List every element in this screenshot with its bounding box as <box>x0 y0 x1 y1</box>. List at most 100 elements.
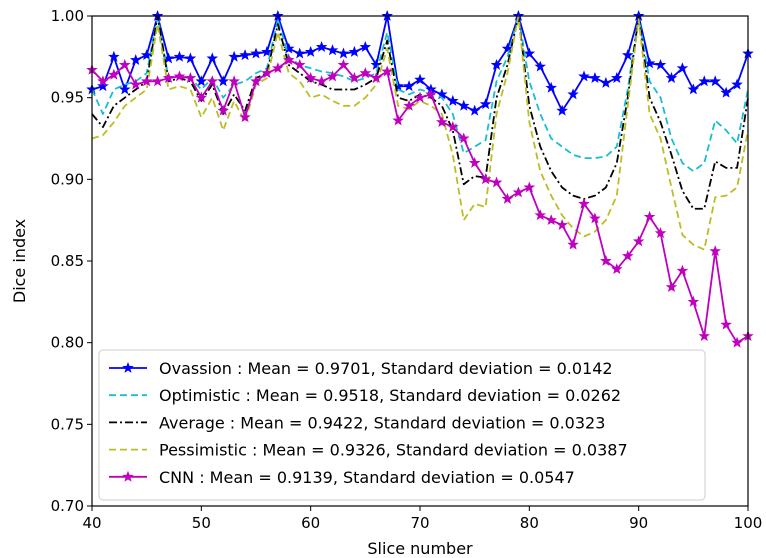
data-point <box>250 47 262 59</box>
data-point <box>501 42 514 54</box>
data-point <box>447 94 459 106</box>
data-point <box>206 75 219 87</box>
data-point <box>720 86 732 98</box>
data-point <box>239 49 251 61</box>
data-point <box>676 264 689 276</box>
data-point <box>600 76 612 88</box>
x-tick-label: 60 <box>301 514 320 532</box>
data-point <box>556 219 568 230</box>
x-tick-label: 100 <box>734 514 763 532</box>
data-point <box>359 40 372 52</box>
data-point <box>348 45 361 57</box>
data-point <box>173 70 186 82</box>
y-axis: 0.70 0.75 0.80 0.85 0.90 0.95 1.00 <box>51 7 92 515</box>
legend-item: Pessimistic : Mean = 0.9326, Standard de… <box>109 441 628 460</box>
data-point <box>108 68 120 80</box>
legend-item: Ovassion : Mean = 0.9701, Standard devia… <box>109 359 613 378</box>
data-point <box>436 116 448 128</box>
data-point <box>698 75 711 87</box>
y-tick-label: 0.70 <box>51 497 84 515</box>
legend-item: Optimistic : Mean = 0.9518, Standard dev… <box>109 386 621 405</box>
data-point <box>403 80 415 92</box>
data-point <box>119 83 131 95</box>
data-point <box>315 75 328 87</box>
legend-label: Pessimistic : Mean = 0.9326, Standard de… <box>159 441 628 460</box>
x-tick-label: 70 <box>410 514 429 532</box>
data-point <box>381 65 393 77</box>
data-point <box>589 212 601 224</box>
data-point <box>665 281 678 293</box>
data-point <box>720 318 732 330</box>
data-point <box>403 99 415 111</box>
data-point <box>195 91 208 103</box>
data-point <box>436 88 448 100</box>
data-point <box>261 45 273 57</box>
data-point <box>534 209 547 221</box>
data-point <box>108 50 120 62</box>
data-point <box>184 72 197 83</box>
data-point <box>195 75 208 87</box>
data-point <box>293 47 306 59</box>
data-point <box>326 44 339 56</box>
data-point <box>457 99 470 111</box>
data-point <box>512 186 525 198</box>
data-point <box>621 49 634 61</box>
data-point <box>479 98 492 110</box>
data-point <box>129 78 142 90</box>
y-tick-label: 0.80 <box>51 334 84 352</box>
data-point <box>151 75 164 87</box>
x-axis: 40 50 60 70 80 90 100 <box>82 506 762 532</box>
data-point <box>468 104 481 116</box>
data-point <box>348 72 361 83</box>
data-point <box>206 52 219 64</box>
data-point <box>228 50 240 62</box>
data-point <box>687 295 700 307</box>
y-axis-label: Dice index <box>10 219 29 303</box>
legend-label: Average : Mean = 0.9422, Standard deviat… <box>159 413 605 432</box>
y-tick-label: 0.75 <box>51 415 84 433</box>
x-tick-label: 50 <box>192 514 211 532</box>
data-point <box>567 238 579 250</box>
data-point <box>490 58 503 70</box>
legend-marker <box>122 470 134 482</box>
data-point <box>370 72 383 83</box>
data-point <box>304 45 317 57</box>
legend-item: Average : Mean = 0.9422, Standard deviat… <box>109 413 605 432</box>
legend-item: CNN : Mean = 0.9139, Standard deviation … <box>109 468 575 487</box>
data-point <box>709 75 721 87</box>
data-point <box>523 47 536 59</box>
data-point <box>293 58 306 70</box>
legend-label: Optimistic : Mean = 0.9518, Standard dev… <box>159 386 621 405</box>
data-point <box>457 132 470 144</box>
x-tick-label: 90 <box>629 514 648 532</box>
data-point <box>283 54 295 66</box>
data-point <box>129 54 142 66</box>
data-point <box>414 91 426 103</box>
x-tick-label: 80 <box>520 514 539 532</box>
data-point <box>326 70 339 82</box>
data-point <box>468 156 481 168</box>
data-point <box>337 58 350 70</box>
data-point <box>632 235 645 247</box>
data-point <box>272 62 284 74</box>
data-point <box>184 52 197 64</box>
data-point <box>731 78 743 90</box>
data-point <box>589 72 601 83</box>
series-layer <box>86 9 754 348</box>
data-point <box>578 197 590 209</box>
data-point <box>665 72 678 83</box>
data-point <box>261 67 273 79</box>
data-point <box>578 70 590 82</box>
data-point <box>643 210 656 222</box>
data-point <box>611 72 623 83</box>
data-point <box>501 192 514 204</box>
legend-box <box>98 349 706 501</box>
data-point <box>173 50 186 62</box>
data-point <box>392 114 404 126</box>
data-point <box>425 88 437 100</box>
data-point <box>654 58 667 70</box>
data-point <box>217 104 229 116</box>
data-point <box>545 81 557 93</box>
series-markers-5 <box>86 54 754 348</box>
data-point <box>687 83 700 95</box>
